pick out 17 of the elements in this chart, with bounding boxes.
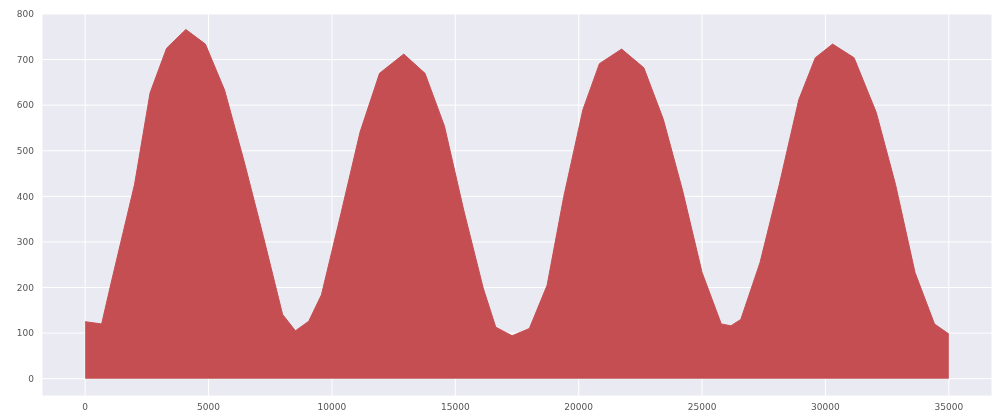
y-tick-label: 300 bbox=[16, 237, 35, 248]
x-tick-label: 25000 bbox=[687, 402, 717, 413]
y-tick-label: 800 bbox=[16, 9, 35, 20]
x-tick-label: 15000 bbox=[440, 402, 470, 413]
y-tick-label: 200 bbox=[16, 282, 35, 293]
x-tick-label: 35000 bbox=[934, 402, 964, 413]
y-tick-label: 400 bbox=[16, 191, 35, 202]
x-tick-label: 20000 bbox=[564, 402, 594, 413]
y-tick-label: 600 bbox=[16, 100, 35, 111]
y-tick-label: 0 bbox=[28, 373, 35, 384]
y-tick-label: 500 bbox=[16, 145, 35, 156]
x-tick-label: 10000 bbox=[317, 402, 347, 413]
x-tick-label: 5000 bbox=[197, 402, 221, 413]
x-tick-label: 30000 bbox=[811, 402, 841, 413]
y-tick-label: 100 bbox=[16, 328, 35, 339]
y-tick-label: 700 bbox=[16, 54, 35, 65]
x-tick-label: 0 bbox=[82, 402, 89, 413]
